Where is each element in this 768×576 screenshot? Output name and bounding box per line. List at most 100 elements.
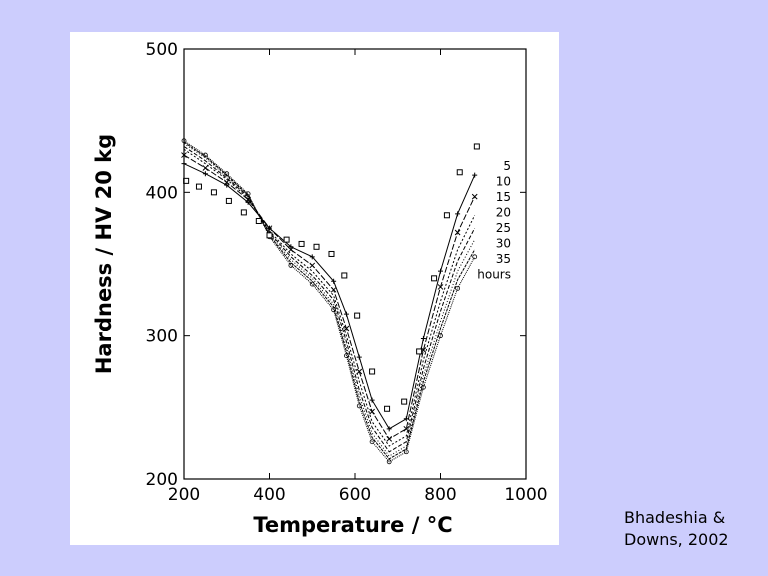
measured-point	[283, 236, 290, 243]
citation-line-2: Downs, 2002	[624, 530, 729, 549]
measured-point	[384, 405, 391, 412]
measured-point	[369, 368, 376, 375]
series-line	[183, 141, 476, 460]
measured-point	[298, 240, 305, 247]
legend-unit: hours	[477, 268, 511, 282]
measured-point	[210, 189, 217, 196]
data-point	[288, 263, 294, 268]
series-25	[183, 143, 476, 457]
data-point	[386, 436, 393, 442]
series-line	[183, 146, 476, 453]
data-point	[343, 325, 350, 332]
series-5	[181, 161, 478, 432]
data-point	[369, 397, 375, 403]
measured-point	[443, 212, 450, 219]
measured-point	[225, 197, 232, 204]
y-tick-label: 200	[146, 470, 178, 490]
data-point	[386, 459, 392, 465]
legend-entry-30: 30	[496, 237, 511, 251]
data-point	[438, 333, 443, 339]
measured-point	[328, 250, 335, 257]
data-point	[309, 262, 316, 269]
measured-point	[266, 232, 273, 239]
data-point	[288, 246, 294, 253]
measured-point	[240, 209, 247, 216]
measured-point	[195, 183, 202, 190]
data-point	[438, 268, 443, 274]
data-point	[356, 403, 362, 409]
data-point	[420, 336, 426, 342]
series-15	[183, 148, 476, 447]
series-20	[183, 146, 476, 453]
series-line	[183, 140, 476, 463]
x-tick-label: 600	[339, 485, 371, 505]
data-point	[437, 284, 444, 290]
y-tick-label: 400	[146, 183, 178, 203]
data-point	[472, 254, 478, 260]
legend-entry-10: 10	[496, 175, 511, 189]
legend-entry-15: 15	[496, 190, 511, 204]
series-line	[183, 143, 476, 457]
data-point	[309, 254, 315, 260]
plot-frame	[183, 48, 527, 480]
y-tick-label: 300	[146, 327, 178, 347]
data-point	[224, 171, 230, 177]
measured-squares	[183, 143, 480, 412]
y-axis-title: Hardness / HV 20 kg	[92, 134, 116, 374]
x-axis-title: Temperature / °C	[253, 513, 452, 537]
legend-entry-25: 25	[496, 221, 511, 235]
series-10	[181, 152, 478, 442]
data-point	[288, 244, 294, 250]
data-point	[202, 171, 208, 177]
data-point	[455, 285, 461, 291]
data-point	[331, 307, 337, 313]
y-tick-label: 500	[146, 40, 178, 60]
measured-point	[341, 272, 348, 279]
data-point	[223, 179, 230, 186]
measured-point	[456, 169, 463, 176]
data-point	[454, 229, 461, 236]
measured-point	[401, 398, 408, 405]
measured-point	[255, 218, 262, 224]
data-point	[420, 384, 426, 390]
data-point	[309, 281, 315, 287]
data-point	[369, 408, 375, 415]
x-tick-label: 200	[168, 485, 200, 505]
x-tick-label: 400	[253, 485, 285, 505]
data-point	[356, 354, 362, 360]
x-tick-label: 800	[424, 485, 456, 505]
legend-entry-5: 5	[503, 159, 511, 173]
measured-point	[416, 348, 423, 355]
legend-entry-20: 20	[496, 206, 511, 220]
data-point	[224, 182, 230, 188]
data-point	[455, 211, 461, 217]
series-line	[183, 148, 476, 447]
data-point	[344, 353, 349, 359]
measured-point	[431, 275, 438, 282]
data-point	[403, 449, 409, 455]
measured-point	[473, 143, 480, 150]
data-point	[343, 311, 349, 317]
data-point	[369, 439, 375, 445]
data-point	[471, 193, 478, 200]
citation-line-1: Bhadeshia &	[624, 508, 726, 527]
plot-marks	[181, 138, 480, 465]
citation: Bhadeshia & Downs, 2002	[624, 507, 729, 551]
series-30	[183, 141, 476, 460]
axes: 200 400 600 800 1000 200 300 400 500	[146, 40, 548, 505]
data-point	[386, 426, 392, 432]
data-point	[202, 165, 209, 171]
measured-point	[313, 243, 320, 250]
chart-panel: 200 400 600 800 1000 200 300 400 500 5 10 15 20 25 30…	[70, 32, 559, 545]
x-tick-label: 1000	[504, 485, 547, 505]
data-point	[331, 278, 337, 284]
series-line	[183, 154, 476, 440]
measured-point	[354, 312, 361, 319]
data-point	[330, 286, 337, 293]
data-point	[356, 368, 363, 375]
data-point	[245, 191, 251, 197]
data-point	[472, 172, 478, 178]
legend-entry-35: 35	[496, 252, 511, 266]
